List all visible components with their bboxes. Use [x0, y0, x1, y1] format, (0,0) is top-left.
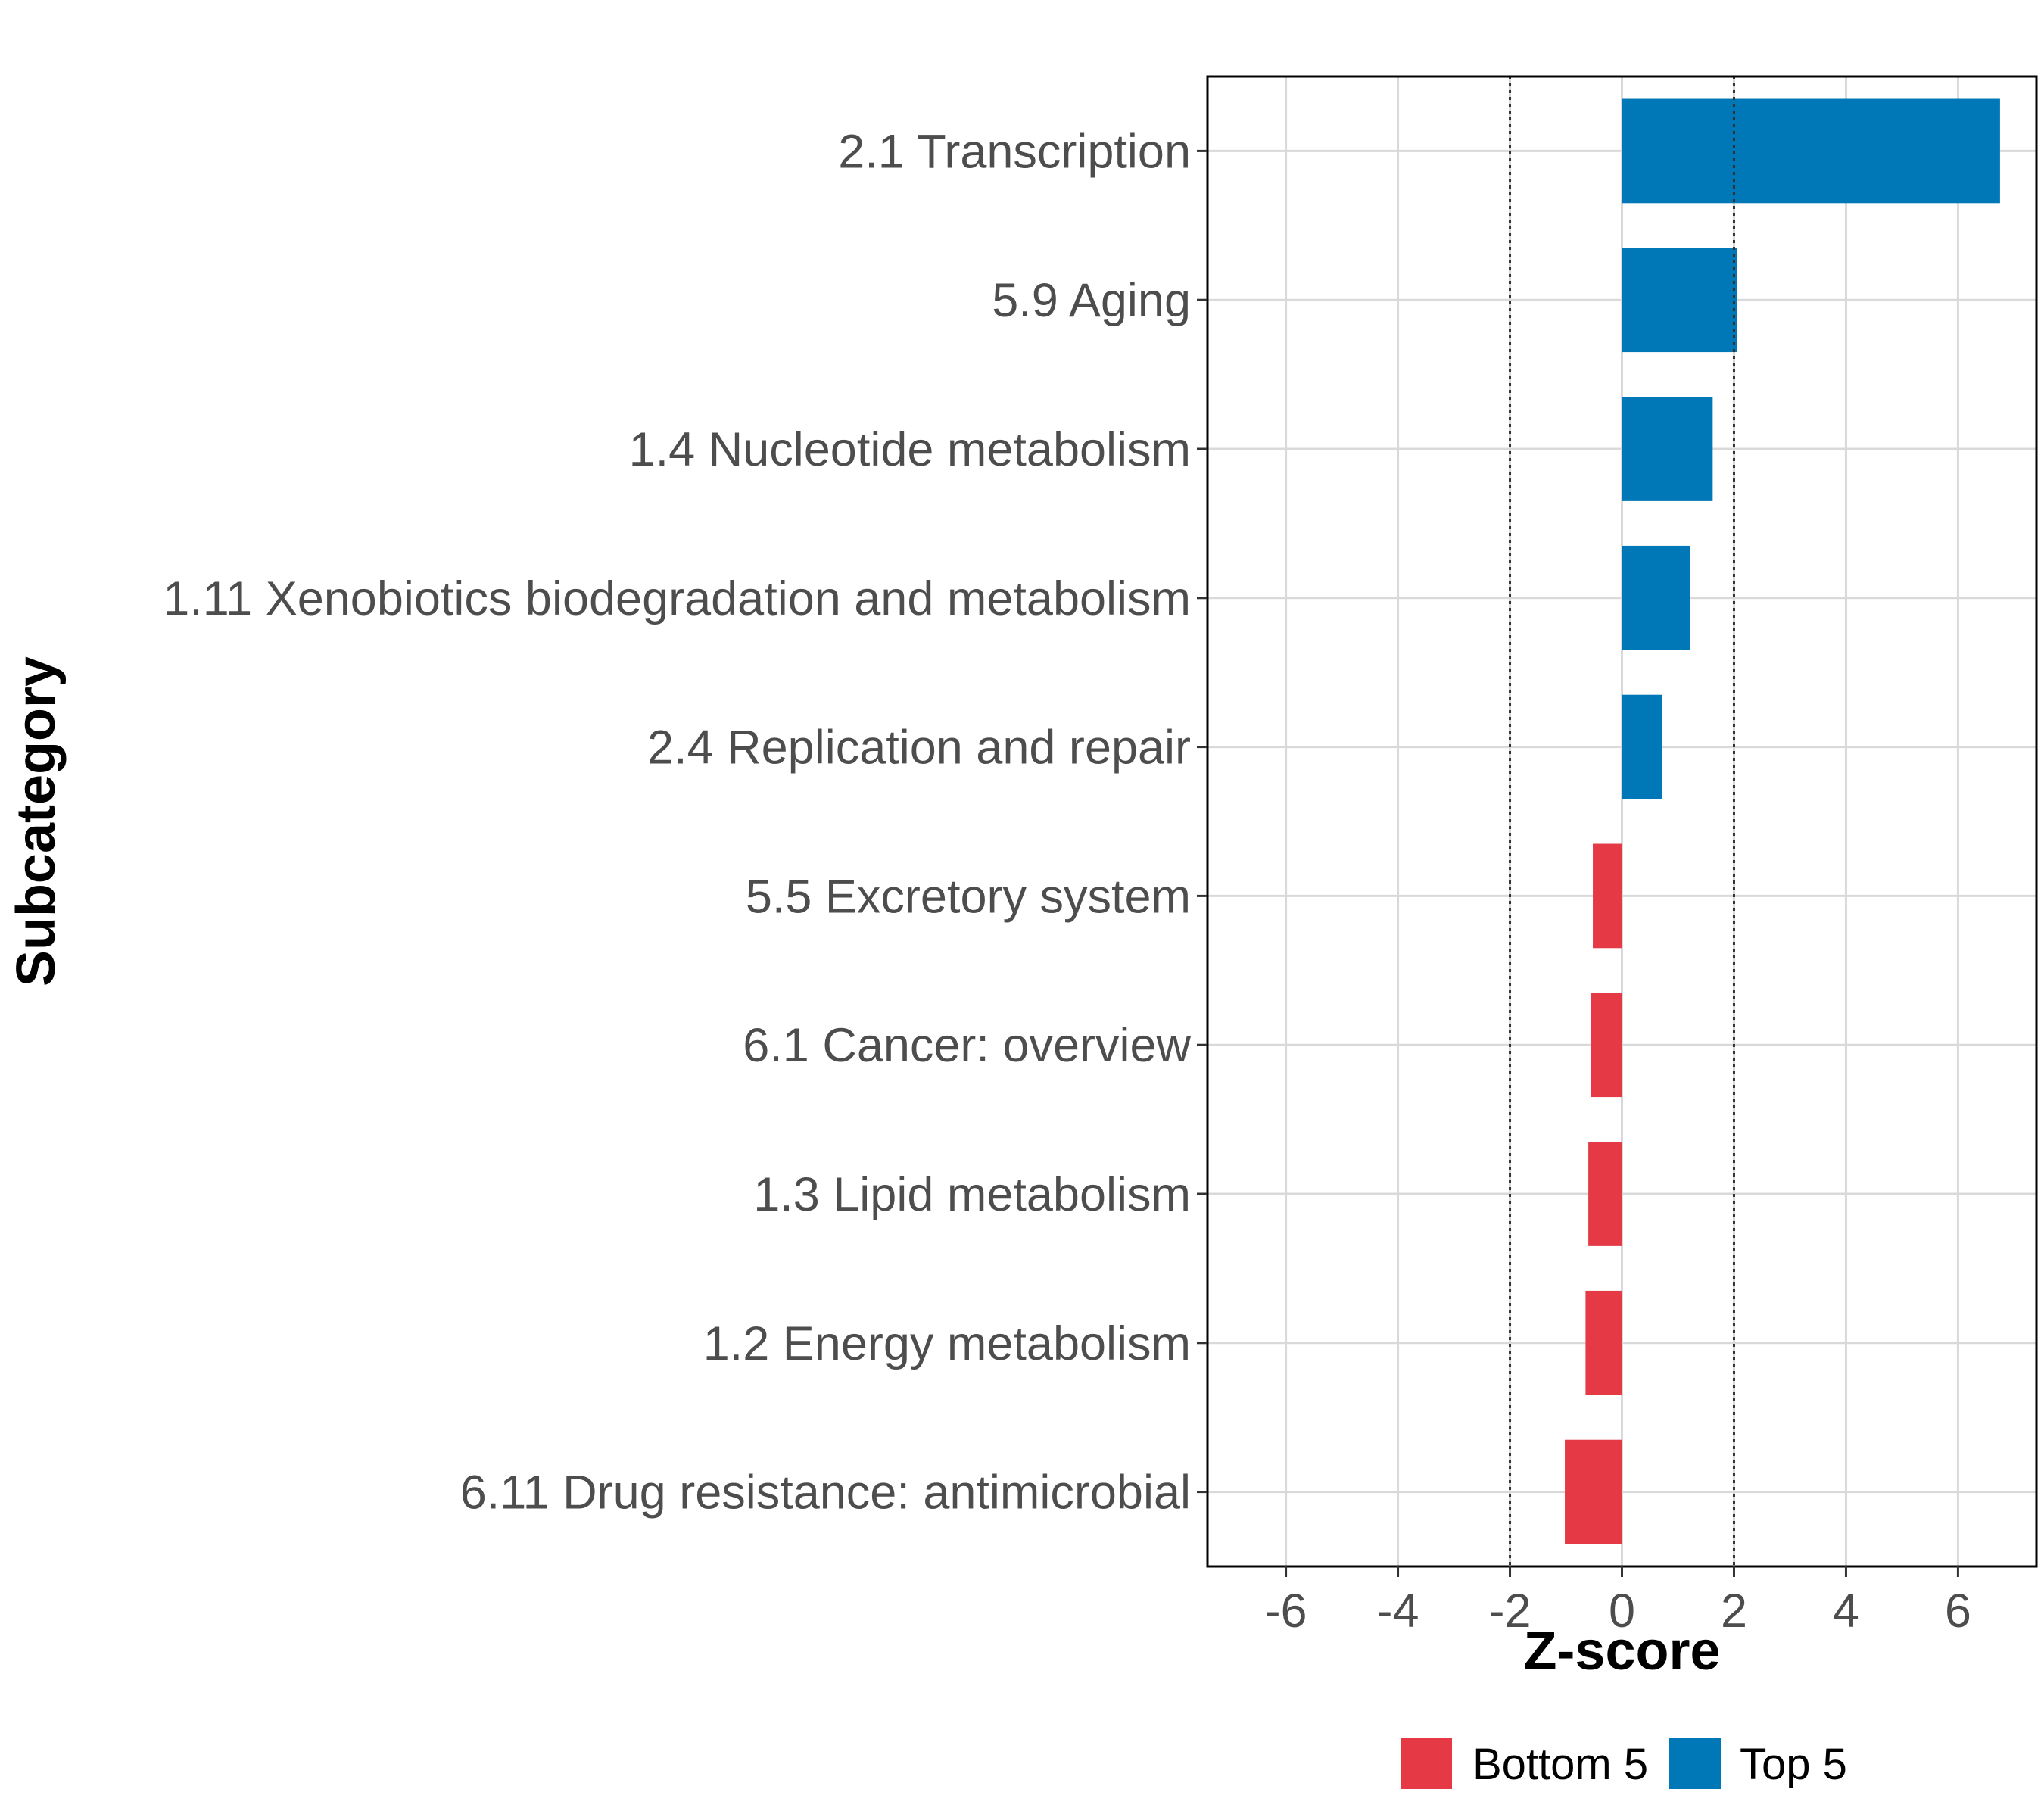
x-tick-label-4: -4 [1377, 1585, 1419, 1638]
bar-1-2-energy-metabolism [1585, 1290, 1622, 1395]
bar-1-11-xenobiotics-biodegradation-and-metabolism [1622, 545, 1690, 650]
bar-6-1-cancer-overview [1591, 993, 1622, 1098]
y-tick-label-1-2-energy-metabolism: 1.2 Energy metabolism [703, 1317, 1191, 1370]
x-tick-label-0: 0 [1609, 1585, 1635, 1638]
legend-label-top-5: Top 5 [1740, 1740, 1847, 1789]
y-tick-label-5-9-aging: 5.9 Aging [992, 274, 1191, 327]
y-tick-label-2-4-replication-and-repair: 2.4 Replication and repair [647, 722, 1191, 774]
x-axis: -6 -4 -2 0 2 4 6 [1265, 1566, 1971, 1638]
legend-swatch-bottom-5 [1401, 1738, 1452, 1789]
y-tick-label-1-4-nucleotide-metabolism: 1.4 Nucleotide metabolism [629, 423, 1191, 476]
x-axis-title: Z-score [1523, 1621, 1720, 1681]
legend-label-bottom-5: Bottom 5 [1472, 1740, 1648, 1789]
bar-2-1-transcription [1622, 98, 2000, 204]
x-tick-label-2: -2 [1489, 1585, 1531, 1638]
legend-swatch-top-5 [1669, 1738, 1721, 1789]
x-tick-label-4: 4 [1833, 1585, 1859, 1638]
bars [1565, 98, 2000, 1544]
y-tick-label-2-1-transcription: 2.1 Transcription [838, 125, 1191, 178]
reference-lines [1509, 76, 1735, 1566]
x-tick-label-2: 2 [1721, 1585, 1747, 1638]
bar-5-5-excretory-system [1593, 843, 1622, 949]
bar-1-3-lipid-metabolism [1588, 1142, 1622, 1246]
bar-2-4-replication-and-repair [1622, 694, 1662, 799]
y-tick-label-1-3-lipid-metabolism: 1.3 Lipid metabolism [753, 1168, 1191, 1221]
x-tick-label-6: 6 [1945, 1585, 1971, 1638]
bar-1-4-nucleotide-metabolism [1622, 397, 1713, 501]
y-tick-label-6-11-drug-resistance-antimicrobial: 6.11 Drug resistance: antimicrobial [460, 1466, 1191, 1519]
y-tick-label-1-11-xenobiotics-biodegradation-and-metabolism: 1.11 Xenobiotics biodegradation and meta… [163, 572, 1191, 625]
y-tick-label-5-5-excretory-system: 5.5 Excretory system [746, 870, 1191, 923]
bar-6-11-drug-resistance-antimicrobial [1565, 1439, 1622, 1544]
y-axis: 2.1 Transcription 5.9 Aging 1.4 Nucleotide… [163, 125, 1207, 1519]
legend: Bottom 5 Top 5 [1401, 1738, 1847, 1789]
x-tick-label-6: -6 [1265, 1585, 1307, 1638]
y-tick-label-6-1-cancer-overview: 6.1 Cancer: overview [743, 1019, 1191, 1072]
bar-5-9-aging [1622, 248, 1737, 353]
y-axis-title: Subcategory [6, 656, 67, 986]
